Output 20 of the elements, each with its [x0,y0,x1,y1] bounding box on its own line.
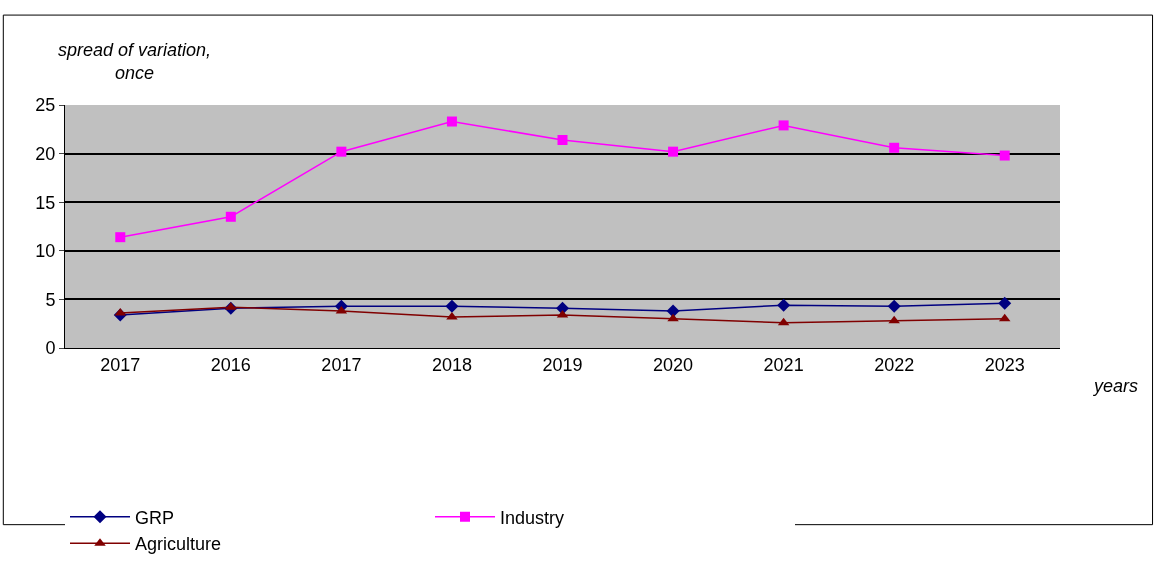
y-tick-label: 15 [35,192,56,213]
y-tick-label: 0 [45,338,56,359]
legend-label: GRP [135,507,175,528]
legend-label: Industry [500,507,565,528]
y-axis-title: spread of variation, once [58,40,212,84]
x-tick-label: 2018 [431,354,472,375]
y-tick-label: 20 [35,143,56,164]
y-tick-label: 5 [45,289,56,310]
y-tick-label: 10 [35,241,56,262]
x-tick-label: 2017 [100,354,141,375]
legend-label: Agriculture [135,534,222,555]
x-tick-label: 2016 [210,354,251,375]
x-tick-label: 2021 [763,354,804,375]
x-axis-title: years [1092,376,1139,396]
x-tick-label: 2023 [984,354,1025,375]
x-tick-label: 2019 [542,354,583,375]
y-tick-label: 25 [35,95,56,116]
x-tick-label: 2022 [874,354,915,375]
x-tick-label: 2017 [321,354,362,375]
x-tick-label: 2020 [653,354,694,375]
